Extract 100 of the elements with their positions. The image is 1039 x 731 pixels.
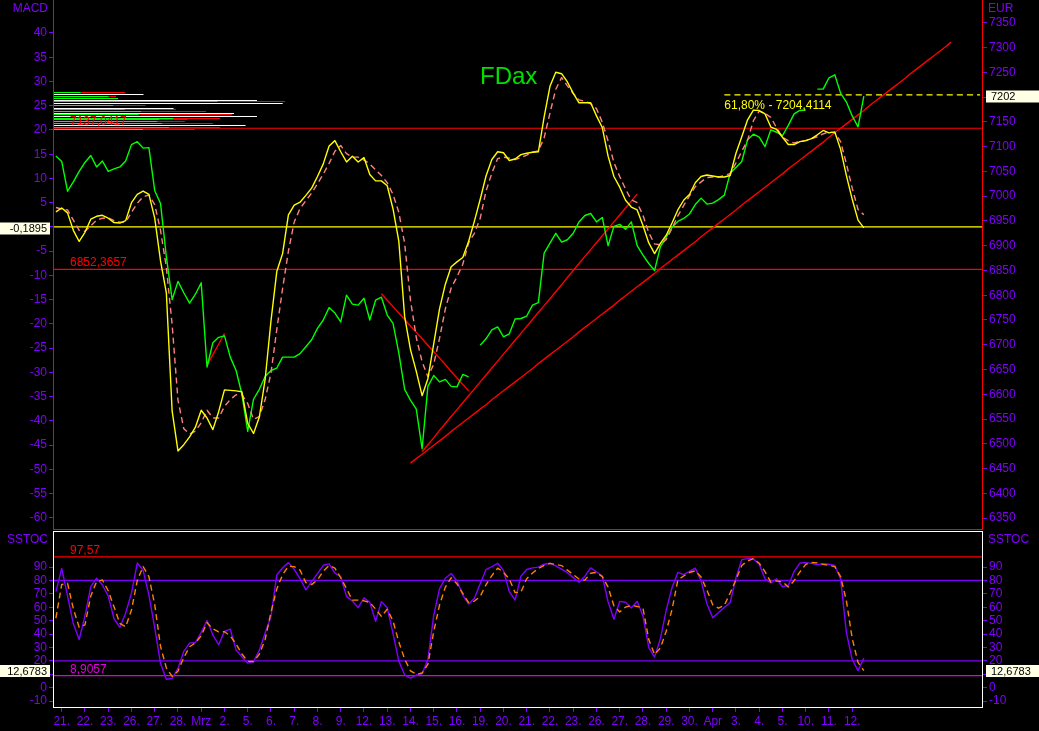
text: FDax	[480, 61, 538, 89]
y2-tick-label: 60	[989, 599, 1003, 614]
x-tick-label: 4.	[754, 713, 765, 728]
y2-tick-label: 6700	[989, 337, 1017, 352]
text: -0,1895	[9, 221, 47, 234]
y-tick-label: -25	[29, 340, 48, 355]
y2-tick-label: 7300	[989, 39, 1017, 54]
y2-tick-label: 7350	[989, 15, 1017, 30]
x-tick-label: 22.	[76, 713, 94, 728]
x-tick-label: 13.	[378, 713, 396, 728]
y2-tick-label: -10	[989, 693, 1007, 708]
x-tick-label: 21.	[53, 713, 71, 728]
y2-tick-label: 6550	[989, 411, 1017, 426]
y2-tick-label: 80	[989, 572, 1003, 587]
x-tick-label: 15.	[425, 713, 443, 728]
y-tick-label: 40	[33, 626, 48, 641]
series-label: 61,80% - 7204,4114	[724, 97, 832, 112]
text: 7202	[991, 90, 1016, 103]
y2-tick-label: 6500	[989, 436, 1017, 451]
x-tick-label: 27.	[146, 713, 164, 728]
x-tick-label: 2.	[219, 713, 230, 728]
x-tick-label: 5.	[242, 713, 253, 728]
x-tick-label: 20.	[495, 713, 512, 728]
x-tick-label: 6.	[265, 713, 276, 728]
x-tick-label: 14.	[402, 713, 419, 728]
x-tick-label: 9.	[335, 713, 346, 728]
x-tick-label: 30.	[681, 713, 698, 728]
x-tick-label: 7.	[289, 713, 300, 728]
y-tick-label: 40	[33, 25, 48, 40]
y-tick-label: -50	[29, 461, 48, 476]
y2-tick-label: 6850	[989, 262, 1017, 277]
x-tick-label: 27.	[611, 713, 629, 728]
x-tick-label: 23.	[99, 713, 117, 728]
x-tick-label: 23.	[564, 713, 582, 728]
y-tick-label: 0	[40, 679, 48, 694]
y-tick-label: -5	[36, 243, 48, 258]
x-tick-label: 5.	[777, 713, 788, 728]
y-tick-label: -20	[29, 316, 48, 331]
y-tick-label: 5	[40, 195, 48, 209]
x-tick-label: 3.	[730, 713, 741, 728]
x-tick-label: 21.	[518, 713, 536, 728]
x-tick-label: 26.	[588, 713, 605, 728]
x-tick-label: 12.	[355, 713, 373, 728]
ref-line-label: 6852,3657	[70, 255, 128, 270]
y2-tick-label: 0	[989, 679, 996, 694]
y-tick-label: -15	[29, 291, 48, 306]
y2-tick-label: 40	[989, 626, 1003, 641]
x-tick-label: 16.	[448, 713, 466, 728]
y-tick-label: 50	[33, 612, 48, 627]
x-tick-label: 28.	[634, 713, 652, 728]
x-tick-label: 26.	[123, 713, 140, 728]
y2-tick-label: 7000	[989, 188, 1017, 203]
x-tick-label: Mrz	[191, 713, 212, 728]
y-tick-label: 60	[33, 599, 48, 614]
x-tick-label: 29.	[657, 713, 675, 728]
x-tick-label: 12.	[843, 713, 861, 728]
y2-tick-label: 6750	[989, 312, 1017, 327]
y2-tick-label: 7250	[989, 64, 1017, 79]
y2-tick-label: 6900	[989, 237, 1017, 252]
y-tick-label: 70	[33, 586, 48, 601]
y2-tick-label: 6950	[989, 213, 1017, 228]
y2-tick-label: 6450	[989, 460, 1017, 475]
y2-tick-label: 6650	[989, 361, 1017, 376]
y2-tick-label: 6600	[989, 386, 1017, 401]
x-tick-label: 10.	[797, 713, 815, 728]
y2-tick-label: 30	[989, 639, 1003, 654]
x-tick-label: Apr	[703, 713, 723, 728]
y-tick-label: 30	[33, 639, 48, 654]
y-tick-label: 25	[33, 98, 48, 113]
y2-axis-title: SSTOC	[988, 532, 1030, 546]
y-tick-label: -55	[29, 485, 48, 500]
y2-tick-label: 6800	[989, 287, 1017, 302]
y-tick-label: -10	[29, 693, 48, 708]
y2-tick-label: 70	[989, 586, 1003, 601]
ref-line-label: 97,57	[70, 542, 101, 557]
x-tick-label: 28.	[169, 713, 187, 728]
y-tick-label: 10	[33, 170, 48, 185]
y2-tick-label: 7050	[989, 163, 1017, 178]
ref-line-label: 8,9057	[70, 661, 108, 676]
y-tick-label: 30	[33, 73, 48, 88]
y-tick-label: 80	[33, 572, 48, 587]
y-tick-label: -40	[29, 413, 48, 428]
y-tick-label: -10	[29, 267, 48, 282]
y2-tick-label: 7150	[989, 114, 1017, 129]
x-tick-label: 19.	[471, 713, 489, 728]
x-tick-label: 11.	[821, 713, 837, 728]
y2-tick-label: 7100	[989, 138, 1017, 153]
y-tick-label: 15	[33, 146, 48, 161]
y2-tick-label: 50	[989, 612, 1003, 627]
y2-tick-label: 6400	[989, 485, 1017, 500]
y2-axis-title: EUR	[988, 1, 1014, 15]
y-tick-label: -60	[29, 510, 48, 525]
y2-tick-label: 90	[989, 559, 1003, 574]
y-tick-label: 35	[33, 49, 48, 64]
y-tick-label: -45	[29, 437, 48, 452]
y2-tick-label: 6350	[989, 510, 1017, 525]
y-axis-title: SSTOC	[6, 532, 49, 546]
y-axis-title: MACD	[12, 1, 49, 15]
y-tick-label: -35	[29, 388, 48, 403]
y-tick-label: 90	[33, 559, 48, 574]
